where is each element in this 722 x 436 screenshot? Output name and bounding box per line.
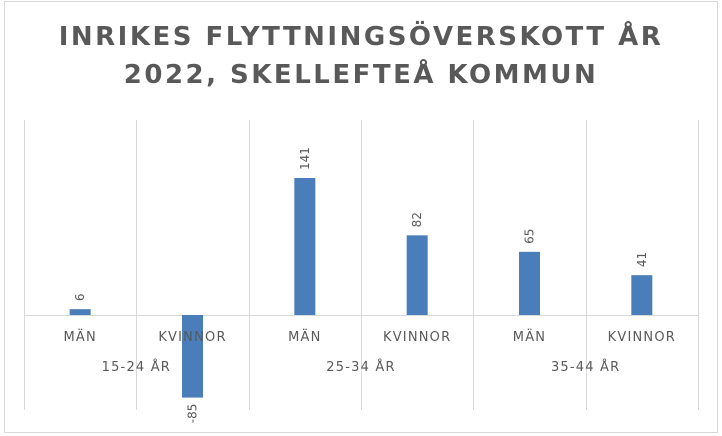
group-tick-label: 15-24 ÅR: [102, 359, 171, 375]
data-label: 6: [73, 294, 87, 302]
category-tick-label: MÄN: [513, 329, 546, 345]
group-tick-label: 25-34 ÅR: [326, 359, 395, 375]
data-label: -85: [186, 404, 200, 424]
data-label: 141: [298, 147, 312, 170]
chart-title-line-1: INRIKES FLYTTNINGSÖVERSKOTT ÅR: [58, 22, 664, 52]
bar: [69, 309, 91, 315]
category-tick-label: KVINNOR: [608, 330, 676, 345]
bar: [631, 275, 653, 315]
bar: [519, 251, 540, 315]
bar: [406, 235, 428, 315]
bar: [294, 178, 316, 315]
data-label: 65: [523, 229, 537, 244]
category-tick-label: MÄN: [63, 329, 96, 345]
group-tick-label: 35-44 ÅR: [551, 359, 620, 375]
bar: [182, 315, 203, 398]
category-tick-label: MÄN: [288, 329, 321, 345]
data-label: 82: [410, 212, 424, 227]
chart-title-line-2: 2022, SKELLEFTEÅ KOMMUN: [123, 60, 599, 90]
data-label: 41: [635, 252, 649, 267]
category-tick-label: KVINNOR: [383, 330, 451, 345]
chart-title: INRIKES FLYTTNINGSÖVERSKOTT ÅR 2022, SKE…: [0, 18, 722, 94]
category-tick-label: KVINNOR: [158, 330, 226, 345]
